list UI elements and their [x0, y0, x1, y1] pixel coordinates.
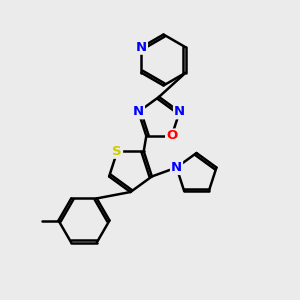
Text: O: O: [166, 130, 177, 142]
Text: S: S: [112, 145, 122, 158]
Text: N: N: [174, 105, 185, 118]
Text: N: N: [171, 161, 182, 174]
Text: N: N: [136, 41, 147, 54]
Text: N: N: [133, 105, 144, 118]
